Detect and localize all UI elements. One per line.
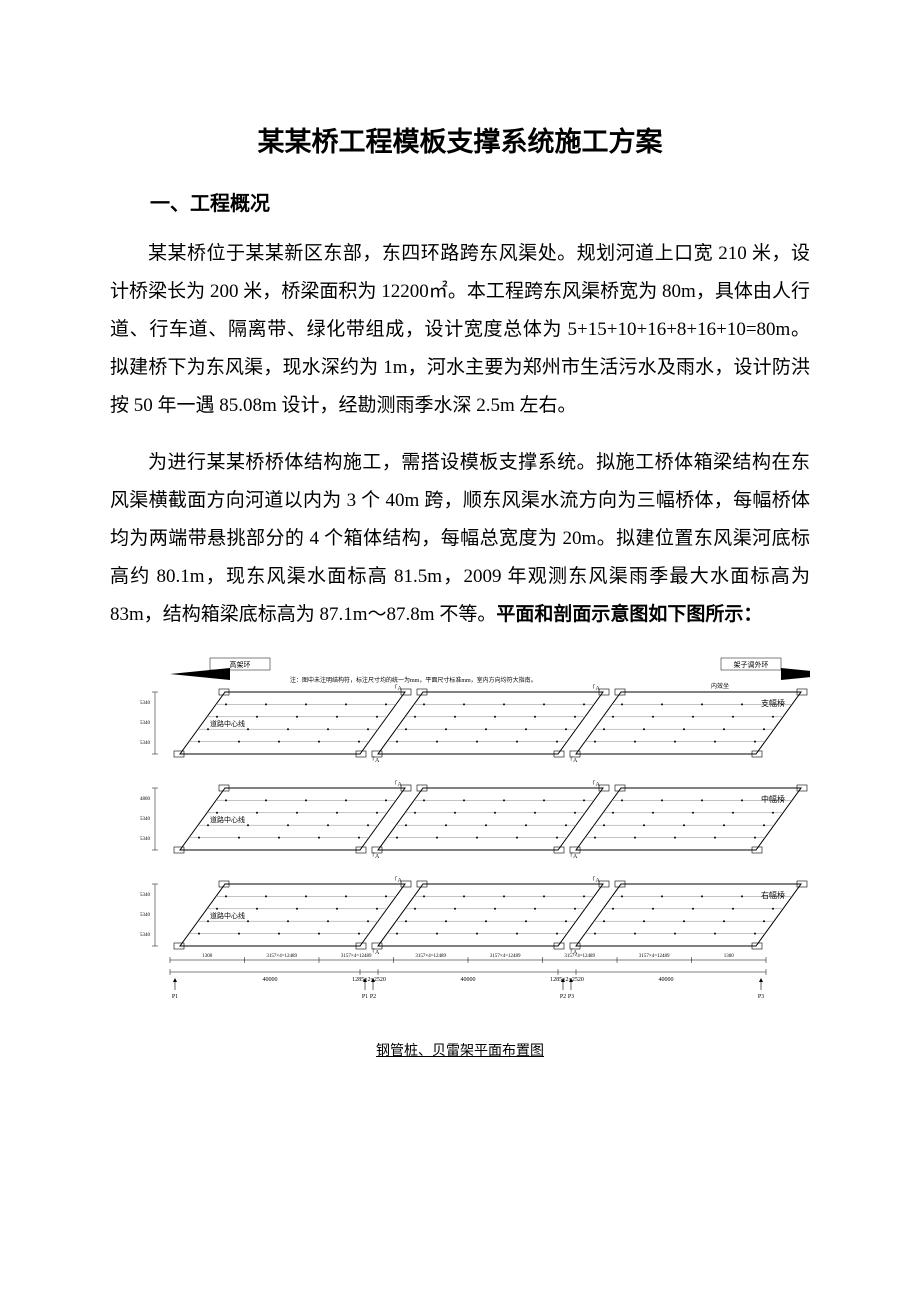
svg-text:道路中心线: 道路中心线 [210, 815, 245, 824]
svg-text:P1: P1 [362, 994, 368, 1000]
svg-text:40000: 40000 [461, 977, 476, 983]
plan-diagram: 高架环架子调外环比注：图中未注明结构符，标注尺寸均的统一为mm，平面尺寸标准mm… [110, 652, 810, 1060]
svg-text:1300: 1300 [202, 954, 213, 959]
svg-text:P3: P3 [568, 994, 574, 1000]
svg-text:3157×4=12489: 3157×4=12489 [341, 954, 372, 959]
svg-text:1285×2=2520: 1285×2=2520 [352, 977, 386, 983]
svg-text:5340: 5340 [140, 741, 151, 746]
svg-text:5340: 5340 [140, 721, 151, 726]
document-page: 某某桥工程模板支撑系统施工方案 一、工程概况 某某桥位于某某新区东部，东四环路跨… [0, 0, 920, 1120]
svg-text:5340: 5340 [140, 701, 151, 706]
svg-text:5340: 5340 [140, 817, 151, 822]
svg-text:道路中心线: 道路中心线 [210, 719, 245, 728]
svg-text:中幅桥: 中幅桥 [761, 794, 785, 804]
svg-text:4800: 4800 [140, 797, 151, 802]
svg-text:5340: 5340 [140, 837, 151, 842]
svg-text:P2: P2 [370, 994, 376, 1000]
svg-text:「A: 「A [567, 853, 578, 860]
svg-text:P3: P3 [758, 994, 764, 1000]
svg-text:「A: 「A [369, 757, 380, 764]
svg-text:P1: P1 [172, 994, 178, 1000]
svg-text:5340: 5340 [140, 933, 151, 938]
svg-text:P2: P2 [560, 994, 566, 1000]
svg-text:内效坐: 内效坐 [711, 682, 729, 690]
svg-text:支幅桥: 支幅桥 [761, 698, 785, 708]
svg-text:「A: 「A [392, 781, 403, 788]
svg-text:道路中心线: 道路中心线 [210, 911, 245, 920]
svg-text:「A: 「A [369, 853, 380, 860]
svg-text:「A: 「A [392, 685, 403, 692]
svg-text:3157×4=12489: 3157×4=12489 [490, 954, 521, 959]
svg-text:1300: 1300 [724, 954, 735, 959]
svg-text:高架环: 高架环 [230, 660, 251, 669]
paragraph-2: 为进行某某桥桥体结构施工，需搭设模板支撑系统。拟施工桥体箱梁结构在东风渠横截面方… [110, 444, 810, 634]
paragraph-2-text: 为进行某某桥桥体结构施工，需搭设模板支撑系统。拟施工桥体箱梁结构在东风渠横截面方… [110, 452, 810, 625]
svg-text:3157×4=12489: 3157×4=12489 [266, 954, 297, 959]
svg-text:40000: 40000 [659, 977, 674, 983]
svg-text:3157×4=12489: 3157×4=12489 [415, 954, 446, 959]
svg-text:「A: 「A [392, 877, 403, 884]
svg-text:40000: 40000 [263, 977, 278, 983]
svg-text:1285×2=2520: 1285×2=2520 [550, 977, 584, 983]
svg-text:「A: 「A [590, 685, 601, 692]
paragraph-1: 某某桥位于某某新区东部，东四环路跨东风渠处。规划河道上口宽 210 米，设计桥梁… [110, 235, 810, 425]
svg-text:架子调外环: 架子调外环 [734, 660, 769, 669]
svg-text:3157×4=12489: 3157×4=12489 [639, 954, 670, 959]
document-title: 某某桥工程模板支撑系统施工方案 [110, 120, 810, 159]
section-heading-1: 一、工程概况 [110, 187, 810, 216]
svg-text:「A: 「A [567, 757, 578, 764]
plan-diagram-svg: 高架环架子调外环比注：图中未注明结构符，标注尺寸均的统一为mm，平面尺寸标准mm… [110, 652, 810, 1032]
svg-text:「A: 「A [590, 877, 601, 884]
svg-text:右幅桥: 右幅桥 [761, 890, 785, 900]
svg-text:5340: 5340 [140, 893, 151, 898]
svg-text:3157×4=12489: 3157×4=12489 [564, 954, 595, 959]
svg-text:注：图中未注明结构符，标注尺寸均的统一为mm，平面尺寸标准m: 注：图中未注明结构符，标注尺寸均的统一为mm，平面尺寸标准mm，室内方向均符大指… [290, 676, 537, 684]
svg-text:5340: 5340 [140, 913, 151, 918]
svg-text:「A: 「A [590, 781, 601, 788]
diagram-caption: 钢管桩、贝雷架平面布置图 [110, 1040, 810, 1060]
paragraph-2-bold: 平面和剖面示意图如下图所示： [496, 604, 762, 625]
